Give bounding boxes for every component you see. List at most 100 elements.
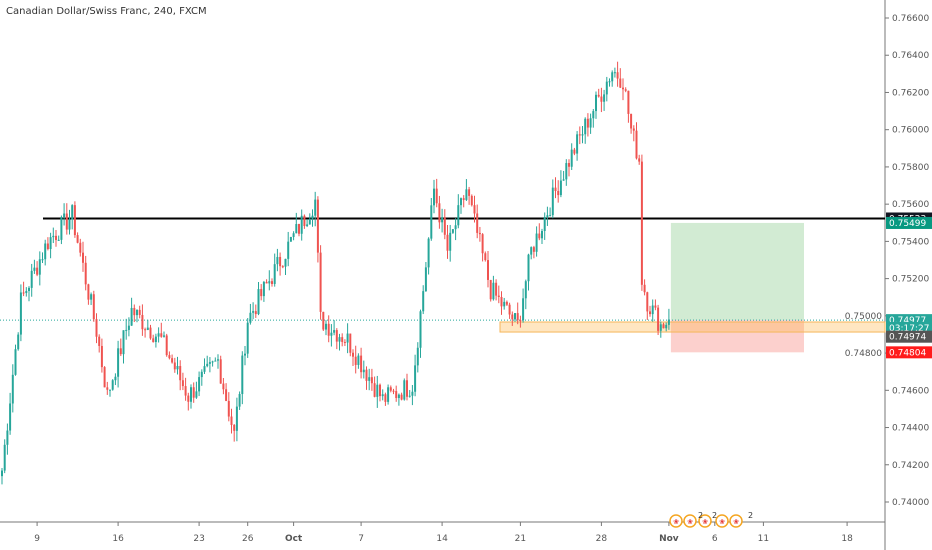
time-tick-label: 21 — [515, 534, 526, 544]
price-tick-label: 0.75400 — [892, 237, 929, 247]
candle-body — [500, 296, 503, 307]
candle-body — [592, 111, 595, 119]
candle-body — [38, 259, 41, 275]
candle-body — [144, 329, 147, 331]
candle-body — [57, 239, 60, 241]
price-tick-label: 0.76400 — [892, 51, 929, 61]
candle-body — [46, 243, 49, 250]
candle-body — [44, 243, 47, 260]
candle-body — [292, 233, 295, 237]
candle-body — [92, 294, 95, 320]
candle-body — [546, 215, 549, 218]
candle-body — [11, 374, 14, 404]
candle-body — [271, 281, 273, 284]
candle-body — [489, 279, 492, 300]
candle-body — [73, 205, 76, 236]
candle-body — [68, 219, 71, 230]
candle-body — [168, 355, 171, 359]
candle-body — [176, 365, 179, 370]
candle-body — [127, 325, 130, 330]
candle-body — [249, 312, 252, 323]
candle-body — [627, 90, 630, 114]
candle-body — [295, 224, 298, 234]
time-tick-label: 14 — [436, 534, 448, 544]
candle-body — [208, 362, 211, 364]
candle-body — [646, 292, 649, 312]
candle-body — [79, 242, 82, 253]
candle-body — [84, 262, 87, 285]
candle-body — [33, 267, 36, 271]
candle-body — [508, 304, 511, 315]
candle-body — [52, 235, 55, 238]
candle-body — [387, 387, 390, 402]
candle-body — [200, 371, 203, 378]
support-zone — [499, 321, 886, 333]
candle-body — [541, 230, 543, 239]
candle-body — [570, 149, 573, 167]
candle-body — [538, 233, 541, 239]
time-tick-label: 28 — [596, 534, 608, 544]
candle-body — [568, 163, 570, 167]
candle-body — [516, 313, 519, 321]
candle-body — [530, 247, 533, 255]
candle-body — [640, 161, 643, 285]
candle-body — [449, 232, 452, 251]
candle-body — [630, 113, 633, 129]
candle-body — [430, 205, 433, 239]
candle-body — [136, 309, 138, 316]
candle-body — [559, 180, 562, 196]
candle-body — [195, 391, 198, 398]
candle-body — [227, 400, 230, 417]
candle-body — [281, 266, 284, 268]
candle-body — [341, 337, 344, 342]
take-profit-zone — [670, 222, 804, 321]
candle-body — [279, 256, 282, 267]
price-tick-label: 0.74800 — [845, 349, 882, 359]
price-tick-label: 0.75000 — [845, 312, 882, 322]
candle-body — [492, 282, 495, 300]
price-label: 03:17:27 — [889, 324, 929, 334]
candle-body — [173, 362, 176, 370]
candle-body — [605, 81, 608, 95]
candle-body — [284, 258, 287, 267]
event-icon — [698, 514, 712, 528]
candle-body — [122, 330, 125, 355]
time-tick-label: 11 — [758, 534, 769, 544]
candle-body — [55, 235, 57, 240]
candle-body — [100, 345, 103, 368]
candle-body — [581, 134, 584, 136]
candle-body — [276, 256, 279, 265]
candle-body — [403, 380, 406, 400]
candle-body — [138, 309, 141, 315]
candle-body — [349, 333, 352, 353]
candle-body — [457, 205, 460, 226]
candle-body — [103, 367, 106, 388]
candle-body — [19, 292, 22, 335]
candle-body — [519, 320, 522, 322]
candle-body — [133, 307, 136, 316]
price-label-bg — [886, 216, 932, 229]
time-tick-label: 7 — [358, 534, 364, 544]
candle-body — [381, 394, 384, 397]
candle-body — [667, 319, 670, 325]
candle-body — [438, 203, 441, 223]
candle-body — [238, 394, 241, 407]
candle-body — [225, 389, 228, 401]
price-label: 0.74974 — [889, 333, 926, 343]
candle-body — [354, 356, 357, 365]
candle-body — [368, 377, 371, 381]
candle-body — [76, 235, 79, 243]
candle-body — [157, 333, 160, 337]
candle-body — [424, 267, 427, 292]
candle-body — [589, 118, 592, 128]
candle-body — [524, 281, 527, 299]
candle-body — [470, 195, 473, 206]
candle-body — [192, 387, 195, 398]
candle-body — [60, 217, 63, 240]
candle-body — [130, 307, 133, 326]
candle-body — [419, 311, 422, 348]
candle-body — [586, 118, 589, 128]
candle-body — [106, 387, 109, 390]
candle-body — [6, 430, 9, 445]
